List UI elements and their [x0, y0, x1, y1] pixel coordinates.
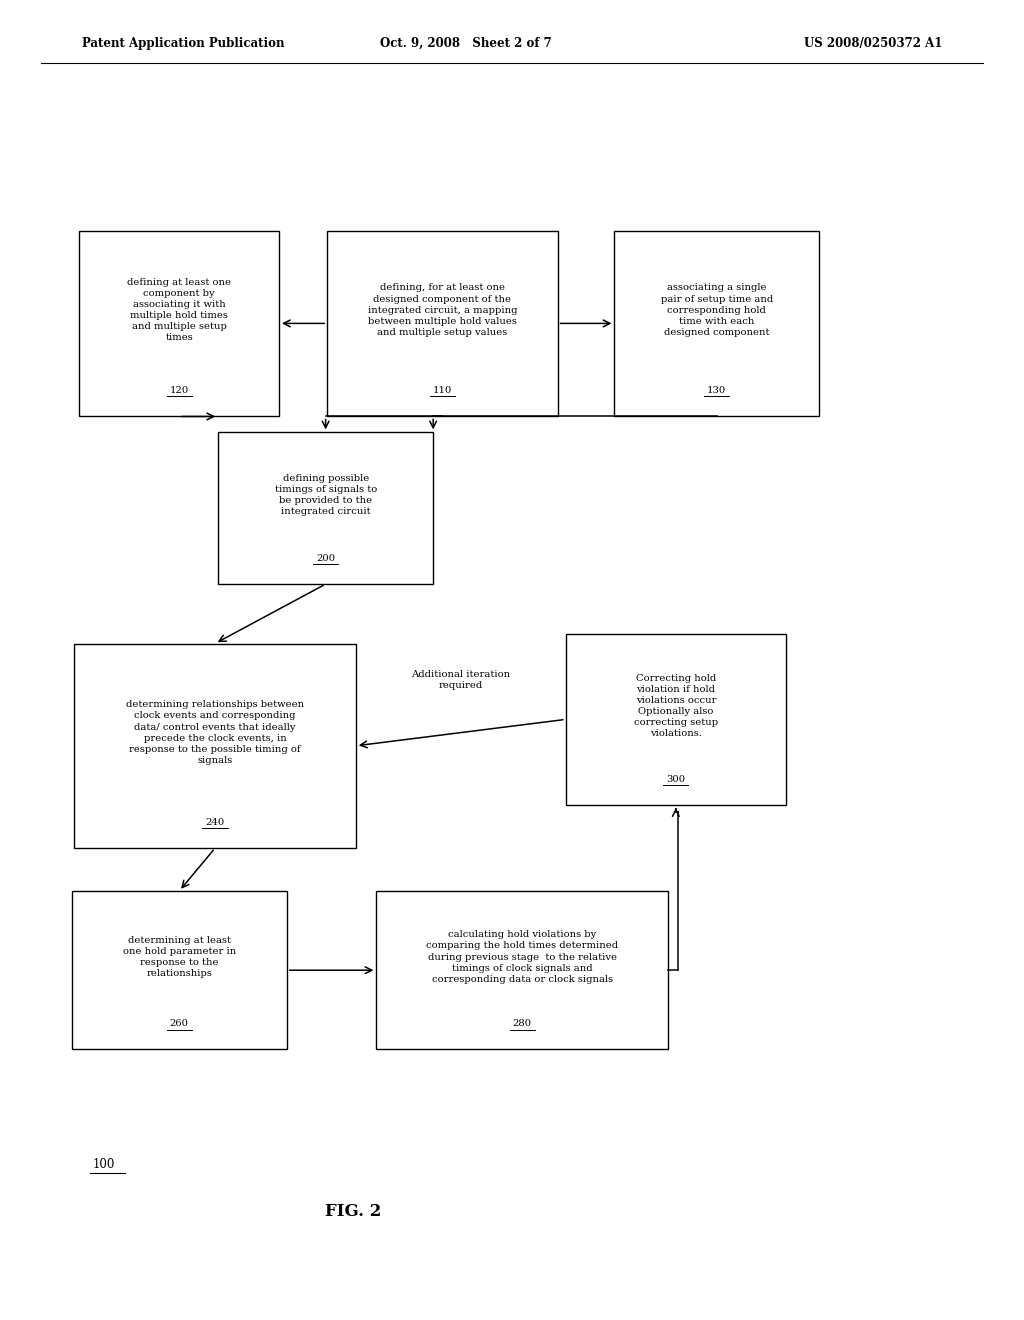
Text: 120: 120 — [170, 385, 188, 395]
Text: 280: 280 — [513, 1019, 531, 1028]
Text: 200: 200 — [316, 554, 335, 562]
Text: calculating hold violations by
comparing the hold times determined
during previo: calculating hold violations by comparing… — [426, 931, 618, 983]
Text: determining relationships between
clock events and corresponding
data/ control e: determining relationships between clock … — [126, 701, 304, 764]
Text: 130: 130 — [708, 385, 726, 395]
Text: Patent Application Publication: Patent Application Publication — [82, 37, 285, 50]
Text: determining at least
one hold parameter in
response to the
relationships: determining at least one hold parameter … — [123, 936, 236, 978]
Bar — [218, 433, 433, 583]
Text: FIG. 2: FIG. 2 — [325, 1204, 382, 1220]
Text: Correcting hold
violation if hold
violations occur
Optionally also
correcting se: Correcting hold violation if hold violat… — [634, 675, 718, 738]
Bar — [377, 891, 669, 1049]
Bar — [614, 231, 819, 416]
Text: defining at least one
component by
associating it with
multiple hold times
and m: defining at least one component by assoc… — [127, 279, 231, 342]
Text: 300: 300 — [667, 775, 685, 784]
Text: defining possible
timings of signals to
be provided to the
integrated circuit: defining possible timings of signals to … — [274, 474, 377, 516]
Text: Oct. 9, 2008   Sheet 2 of 7: Oct. 9, 2008 Sheet 2 of 7 — [380, 37, 552, 50]
Text: Additional iteration
required: Additional iteration required — [412, 671, 510, 689]
Text: defining, for at least one
designed component of the
integrated circuit, a mappi: defining, for at least one designed comp… — [368, 284, 517, 337]
Text: associating a single
pair of setup time and
corresponding hold
time with each
de: associating a single pair of setup time … — [660, 284, 773, 337]
Text: 240: 240 — [206, 818, 224, 826]
Bar — [74, 644, 356, 849]
Text: US 2008/0250372 A1: US 2008/0250372 A1 — [804, 37, 942, 50]
Text: 260: 260 — [170, 1019, 188, 1028]
Text: 100: 100 — [92, 1158, 115, 1171]
Bar — [328, 231, 557, 416]
Bar — [72, 891, 287, 1049]
Text: 110: 110 — [433, 385, 452, 395]
Bar — [79, 231, 279, 416]
Bar — [565, 634, 786, 805]
